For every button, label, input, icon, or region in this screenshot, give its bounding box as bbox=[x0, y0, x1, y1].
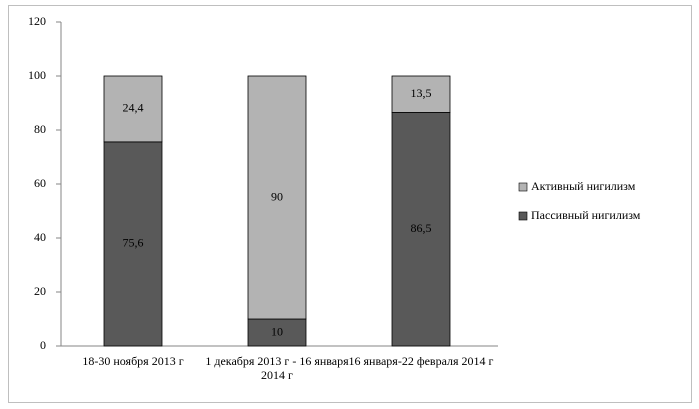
legend-swatch bbox=[518, 182, 528, 192]
legend-label: Активный нигилизм bbox=[531, 179, 636, 193]
bar-segment bbox=[391, 75, 451, 113]
legend-swatch bbox=[518, 211, 528, 221]
x-tick-label: 16 января-22 февраля 2014 г bbox=[348, 354, 494, 368]
y-tick-label: 80 bbox=[34, 122, 46, 136]
y-tick-label: 40 bbox=[34, 230, 46, 244]
bar-segment bbox=[103, 75, 163, 143]
legend-label: Пассивный нигилизм bbox=[531, 208, 641, 222]
data-label: 86,5 bbox=[411, 221, 432, 235]
bar-segment bbox=[247, 75, 307, 320]
data-label: 90 bbox=[271, 189, 283, 203]
data-label: 24,4 bbox=[123, 101, 144, 115]
y-tick-label: 120 bbox=[28, 14, 46, 28]
x-tick-label: 18-30 ноября 2013 г bbox=[82, 354, 184, 368]
bar-segment bbox=[247, 318, 307, 347]
y-tick-label: 100 bbox=[28, 68, 46, 82]
y-tick-label: 20 bbox=[34, 284, 46, 298]
data-label: 75,6 bbox=[123, 236, 144, 250]
data-label: 13,5 bbox=[411, 86, 432, 100]
y-tick-label: 0 bbox=[40, 338, 46, 352]
y-tick-label: 60 bbox=[34, 176, 46, 190]
data-label: 10 bbox=[271, 324, 283, 338]
bar-segment bbox=[391, 112, 451, 347]
x-tick-label: 1 декабря 2013 г - 16 января 2014 г bbox=[205, 354, 349, 382]
bar-segment bbox=[103, 141, 163, 347]
